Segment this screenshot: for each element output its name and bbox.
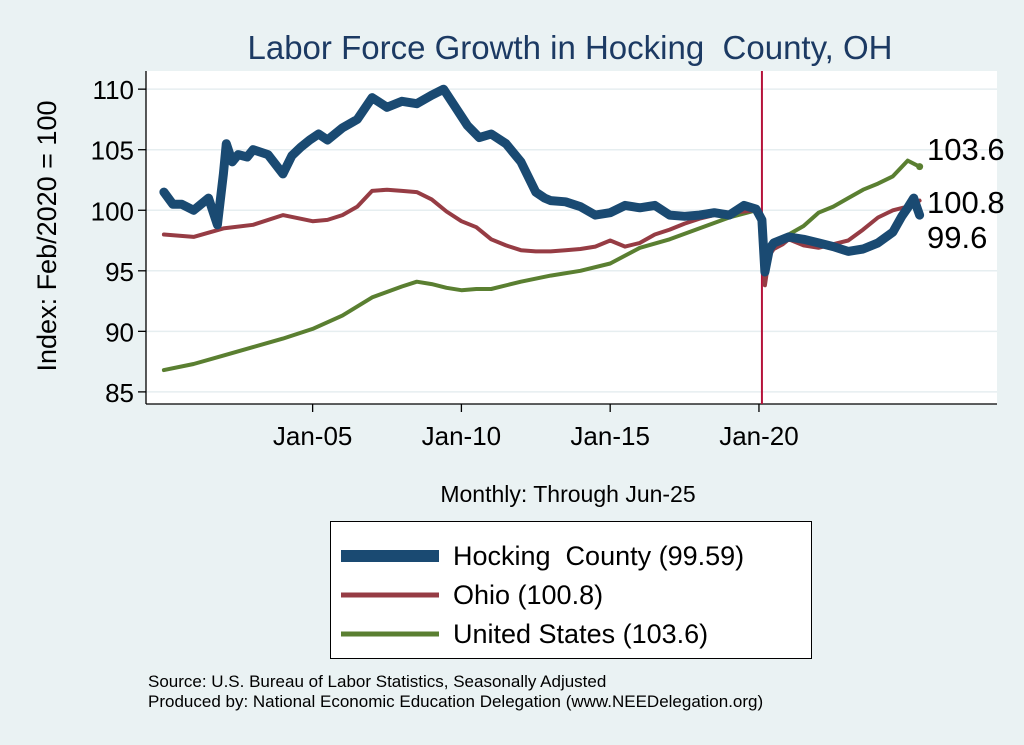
series-line-united-states — [161, 158, 922, 373]
source-line: Source: U.S. Bureau of Labor Statistics,… — [148, 672, 607, 691]
x-tick-label: Jan-15 — [570, 421, 650, 451]
series-end-point — [916, 163, 924, 171]
end-value-label: 100.8 — [927, 185, 1005, 220]
y-tick-label: 110 — [93, 75, 134, 105]
produced-line: Produced by: National Economic Education… — [148, 692, 764, 711]
legend-label-hocking: Hocking County (99.59) — [453, 540, 745, 571]
legend-swatch-us — [341, 631, 439, 637]
legend-label-us: United States (103.6) — [453, 618, 709, 649]
end-value-label: 103.6 — [927, 132, 1005, 167]
series-line-ohio — [161, 187, 922, 288]
y-tick-label: 105 — [91, 136, 134, 166]
legend-swatch-ohio — [341, 592, 439, 598]
legend-label-ohio: Ohio (100.8) — [453, 579, 604, 610]
legend: Hocking County (99.59) Ohio (100.8) Unit… — [330, 521, 812, 659]
x-tick-label: Jan-05 — [273, 421, 353, 451]
series-line-hocking-county — [159, 84, 925, 277]
y-tick-label: 85 — [105, 378, 134, 408]
source-note: Source: U.S. Bureau of Labor Statistics,… — [148, 672, 763, 712]
chart-title: Labor Force Growth in Hocking County, OH — [248, 29, 893, 66]
x-axis-label: Monthly: Through Jun-25 — [440, 481, 695, 507]
y-axis-label: Index: Feb/2020 = 100 — [32, 101, 62, 372]
legend-item-hocking: Hocking County (99.59) — [341, 538, 744, 574]
plot-area — [146, 71, 997, 404]
end-value-label: 99.6 — [927, 220, 987, 255]
legend-item-us: United States (103.6) — [341, 616, 708, 652]
legend-item-ohio: Ohio (100.8) — [341, 577, 603, 613]
x-tick-label: Jan-20 — [719, 421, 799, 451]
y-tick-label: 100 — [91, 196, 134, 226]
y-tick-label: 90 — [105, 317, 134, 347]
legend-swatch-hocking — [341, 550, 439, 562]
y-tick-label: 95 — [105, 257, 134, 287]
x-tick-label: Jan-10 — [422, 421, 502, 451]
